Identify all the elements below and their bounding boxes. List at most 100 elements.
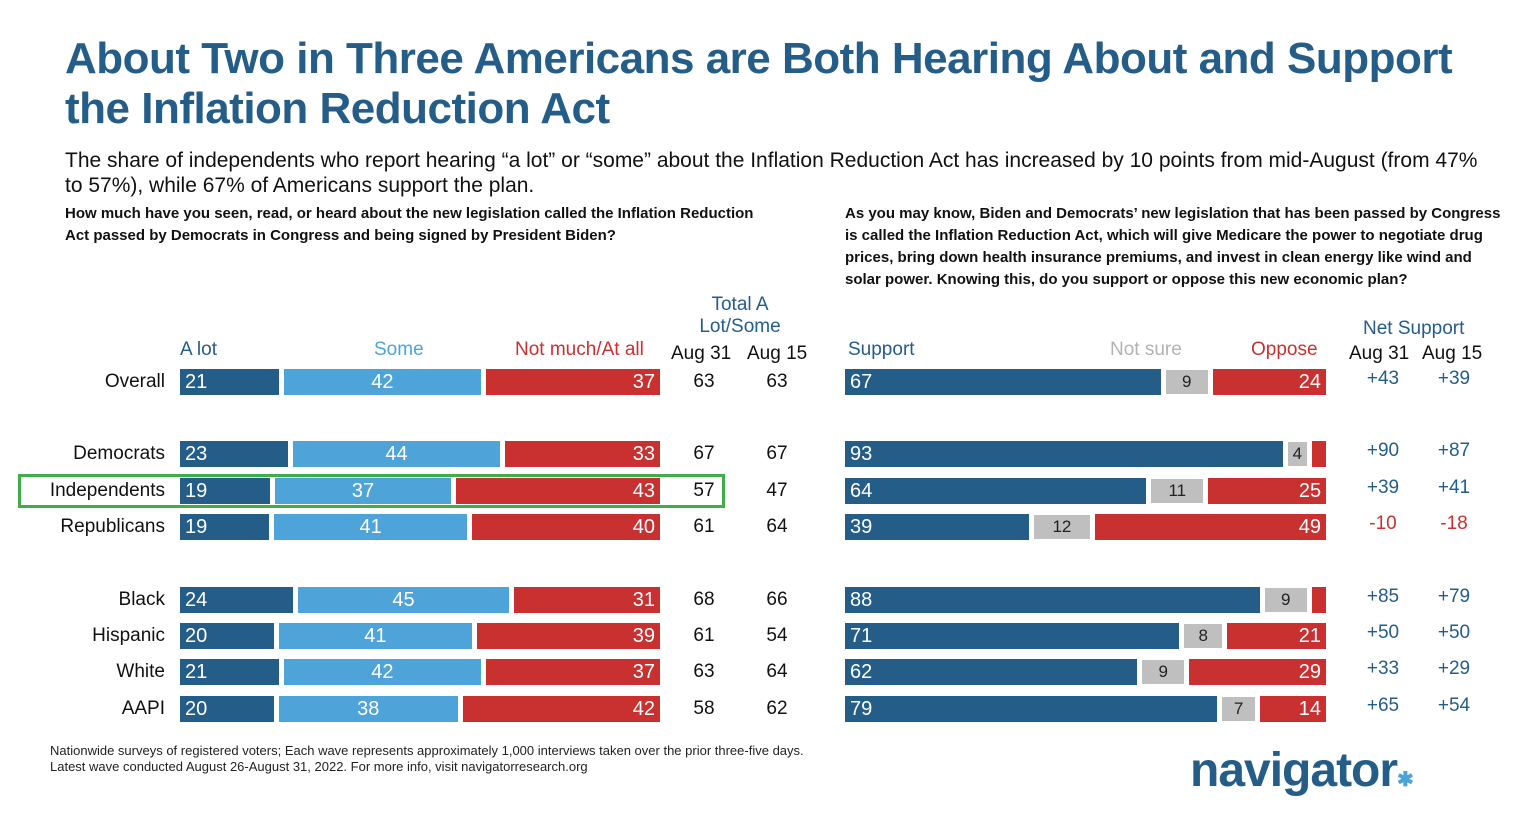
right-bar-value: 93 (850, 443, 873, 465)
right-bar-value: 14 (1298, 698, 1321, 720)
net-aug31-republicans: -10 (1369, 513, 1397, 534)
legend-not-sure: Not sure (1110, 339, 1182, 360)
left-bar-value: 43 (632, 480, 655, 502)
left-bar-value: 19 (185, 480, 208, 502)
right-bar-value: 67 (850, 371, 873, 393)
right-bar-value: 24 (1298, 371, 1321, 393)
total-aug31-white: 63 (693, 661, 715, 682)
right-bar-democrats-not-sure: 4 (1288, 442, 1307, 466)
net-aug15-hispanic: +50 (1437, 622, 1471, 643)
right-bar-value: 4 (1292, 444, 1303, 463)
left-bar-independents-some: 37 (275, 478, 451, 504)
total-aug15-independents: 47 (766, 480, 788, 501)
footer-line-1: Nationwide surveys of registered voters;… (50, 743, 804, 758)
right-bar-value: 25 (1298, 480, 1322, 502)
right-bar-independents-oppose: 25 (1208, 478, 1327, 504)
navigator-logo: navigator✱ (1190, 743, 1414, 798)
right-bar-independents-not-sure: 11 (1151, 479, 1204, 503)
right-bar-republicans-support: 39 (845, 514, 1029, 540)
net-aug15-overall: +39 (1437, 368, 1471, 389)
net-aug31-hispanic: +50 (1366, 622, 1400, 643)
page-title: About Two in Three Americans are Both He… (65, 34, 1453, 133)
footer: Nationwide surveys of registered voters;… (50, 743, 804, 775)
total-aug15-white: 64 (766, 661, 788, 682)
row-label-republicans: Republicans (60, 516, 165, 537)
left-bar-value: 41 (364, 625, 387, 647)
independents-highlight-box (18, 474, 725, 508)
total-aug15-overall: 63 (766, 371, 788, 392)
left-bar-value: 38 (357, 698, 380, 720)
left-bar-aapi-not-much-at-all: 42 (462, 696, 660, 722)
total-aug15-aapi: 62 (766, 698, 788, 719)
right-bar-value: 7 (1233, 699, 1244, 718)
right-bar-value: 79 (850, 698, 873, 720)
row-label-hispanic: Hispanic (92, 625, 165, 646)
right-bar-value: 62 (850, 661, 873, 683)
right-bar-black-support: 88 (845, 587, 1260, 613)
footer-line-2: Latest wave conducted August 26-August 3… (50, 759, 588, 774)
left-bar-value: 19 (185, 516, 208, 538)
row-label-overall: Overall (104, 371, 165, 392)
total-aug15-republicans: 64 (766, 516, 788, 537)
net-aug15-aapi: +54 (1437, 695, 1471, 716)
right-bar-value: 9 (1182, 372, 1192, 391)
right-bar-democrats-support: 93 (845, 441, 1283, 467)
legend-not-much: Not much/At all (515, 339, 644, 360)
left-bar-aapi-a-lot: 20 (180, 696, 274, 722)
right-bar-hispanic-oppose: 21 (1227, 623, 1326, 649)
left-bar-value: 20 (185, 625, 208, 647)
left-bar-value: 33 (632, 443, 655, 465)
total-aug31-hispanic: 61 (693, 625, 715, 646)
row-label-white: White (116, 661, 165, 682)
left-bar-value: 23 (185, 443, 208, 465)
right-bar-value: 21 (1298, 625, 1321, 647)
right-bar-republicans-not-sure: 12 (1033, 515, 1091, 539)
right-bar-independents-support: 64 (845, 478, 1147, 504)
right-bar-value: 12 (1052, 517, 1072, 536)
left-bar-republicans-a-lot: 19 (180, 514, 270, 540)
row-label-black: Black (118, 589, 165, 610)
left-bar-overall-some: 42 (283, 369, 482, 395)
left-bar-black-some: 45 (297, 587, 510, 613)
left-bar-aapi-some: 38 (279, 696, 458, 722)
left-col-aug15: Aug 15 (747, 343, 808, 364)
right-bar-value: 29 (1298, 661, 1321, 683)
left-col-aug31: Aug 31 (671, 343, 732, 364)
right-bar-aapi-not-sure: 7 (1222, 697, 1256, 721)
left-bar-value: 42 (371, 661, 394, 683)
left-bar-black-not-much-at-all: 31 (514, 587, 660, 613)
left-bar-white-not-much-at-all: 37 (486, 659, 660, 685)
left-bar-independents-not-much-at-all: 43 (455, 478, 660, 504)
right-bar-overall-oppose: 24 (1213, 369, 1326, 395)
total-aug15-hispanic: 54 (766, 625, 788, 646)
left-bar-value: 40 (632, 516, 655, 538)
right-question: As you may know, Biden and Democrats’ ne… (845, 205, 1501, 288)
left-bar-white-a-lot: 21 (180, 659, 279, 685)
left-bar-value: 41 (359, 516, 382, 538)
net-aug31-independents: +39 (1366, 477, 1400, 498)
left-bar-republicans-not-much-at-all: 40 (472, 514, 660, 540)
left-bar-hispanic-some: 41 (279, 623, 472, 649)
right-bar-black-oppose (1311, 587, 1326, 613)
right-col-aug15: Aug 15 (1422, 343, 1483, 364)
left-bar-hispanic-a-lot: 20 (180, 623, 274, 649)
row-label-democrats: Democrats (73, 443, 165, 464)
net-aug15-republicans: -18 (1440, 513, 1468, 534)
left-bar-value: 20 (185, 698, 208, 720)
right-bar-value: 49 (1298, 516, 1321, 538)
right-bar-value: 64 (850, 480, 873, 502)
left-bar-value: 21 (185, 371, 208, 393)
left-bar-republicans-some: 41 (274, 514, 467, 540)
net-aug15-independents: +41 (1437, 477, 1471, 498)
row-label-aapi: AAPI (121, 698, 165, 719)
right-bar-republicans-oppose: 49 (1095, 514, 1326, 540)
net-aug31-overall: +43 (1366, 368, 1400, 389)
left-bar-independents-a-lot: 19 (180, 478, 271, 504)
left-bar-value: 24 (185, 589, 208, 611)
right-bar-value: 88 (850, 589, 873, 611)
right-col-aug31: Aug 31 (1349, 343, 1410, 364)
total-aug31-democrats: 67 (693, 443, 715, 464)
left-bar-value: 44 (385, 443, 408, 465)
total-aug31-independents: 57 (693, 480, 715, 501)
page-subtitle: The share of independents who report hea… (65, 149, 1478, 197)
